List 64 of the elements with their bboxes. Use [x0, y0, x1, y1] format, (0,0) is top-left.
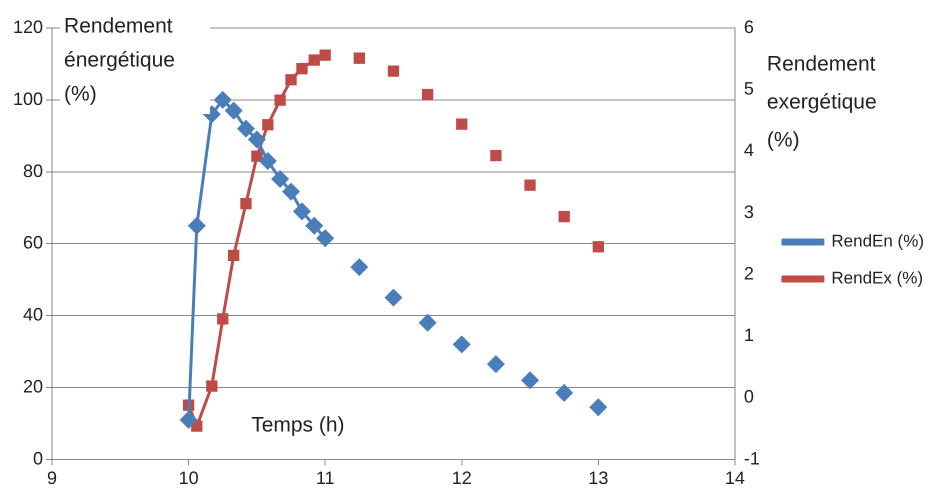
point — [589, 398, 608, 416]
y-tick-label: 60 — [23, 232, 44, 253]
point — [452, 335, 471, 354]
y2-tick-label: 6 — [744, 16, 754, 37]
point — [206, 380, 218, 392]
point — [258, 152, 277, 170]
point — [240, 198, 252, 210]
y-tick-label: 80 — [23, 160, 44, 181]
y2-tick-label: 4 — [744, 140, 754, 160]
point — [521, 371, 540, 390]
point — [305, 216, 324, 235]
point — [228, 250, 240, 262]
y2-tick-label: 1 — [744, 325, 754, 346]
point — [248, 130, 266, 148]
point — [262, 119, 274, 130]
point — [350, 258, 368, 276]
point — [490, 150, 502, 162]
point — [320, 49, 331, 61]
point — [558, 210, 570, 222]
point — [308, 54, 320, 66]
y2-tick-label: 3 — [744, 202, 754, 222]
x-tick-label: 13 — [588, 468, 608, 488]
point — [486, 355, 505, 374]
point — [282, 182, 300, 201]
legend-label: RendEx (%) — [831, 268, 924, 288]
y-tick-label: 20 — [23, 376, 44, 396]
y2-axis-title: Rendement exergétique (%) — [766, 52, 877, 152]
point — [422, 88, 434, 100]
point — [292, 202, 311, 220]
point — [285, 74, 297, 86]
x-tick-label: 10 — [178, 468, 199, 488]
y-tick-label: 120 — [12, 16, 44, 37]
point — [524, 179, 536, 191]
y2-tick-label: -1 — [744, 448, 760, 468]
point — [418, 314, 437, 332]
x-tick-label: 12 — [452, 468, 472, 488]
point — [592, 241, 604, 252]
point — [384, 288, 402, 307]
point — [296, 63, 308, 74]
y-tick-label: 100 — [12, 88, 44, 109]
point — [456, 118, 468, 130]
point — [316, 229, 334, 248]
point — [217, 313, 228, 325]
point — [271, 170, 290, 188]
y-tick-label: 40 — [23, 304, 44, 325]
y-tick-label: 0 — [33, 448, 44, 468]
point — [274, 94, 286, 106]
point — [388, 65, 400, 77]
legend-label: RendEn (%) — [831, 232, 924, 251]
point — [555, 384, 574, 402]
y-axis-title: Rendement énergétique (%) — [64, 14, 175, 106]
x-axis-title: Temps (h) — [251, 414, 345, 437]
point — [180, 410, 198, 429]
point — [224, 102, 243, 120]
point — [236, 120, 255, 138]
x-tick-label: 9 — [47, 468, 58, 488]
y2-tick-label: 5 — [744, 78, 754, 99]
point — [214, 90, 232, 109]
point — [354, 52, 365, 64]
x-tick-label: 14 — [724, 468, 745, 488]
y2-tick-label: 2 — [744, 263, 754, 284]
x-tick-label: 11 — [316, 468, 335, 488]
point — [188, 216, 206, 235]
y2-tick-label: 0 — [744, 386, 754, 407]
